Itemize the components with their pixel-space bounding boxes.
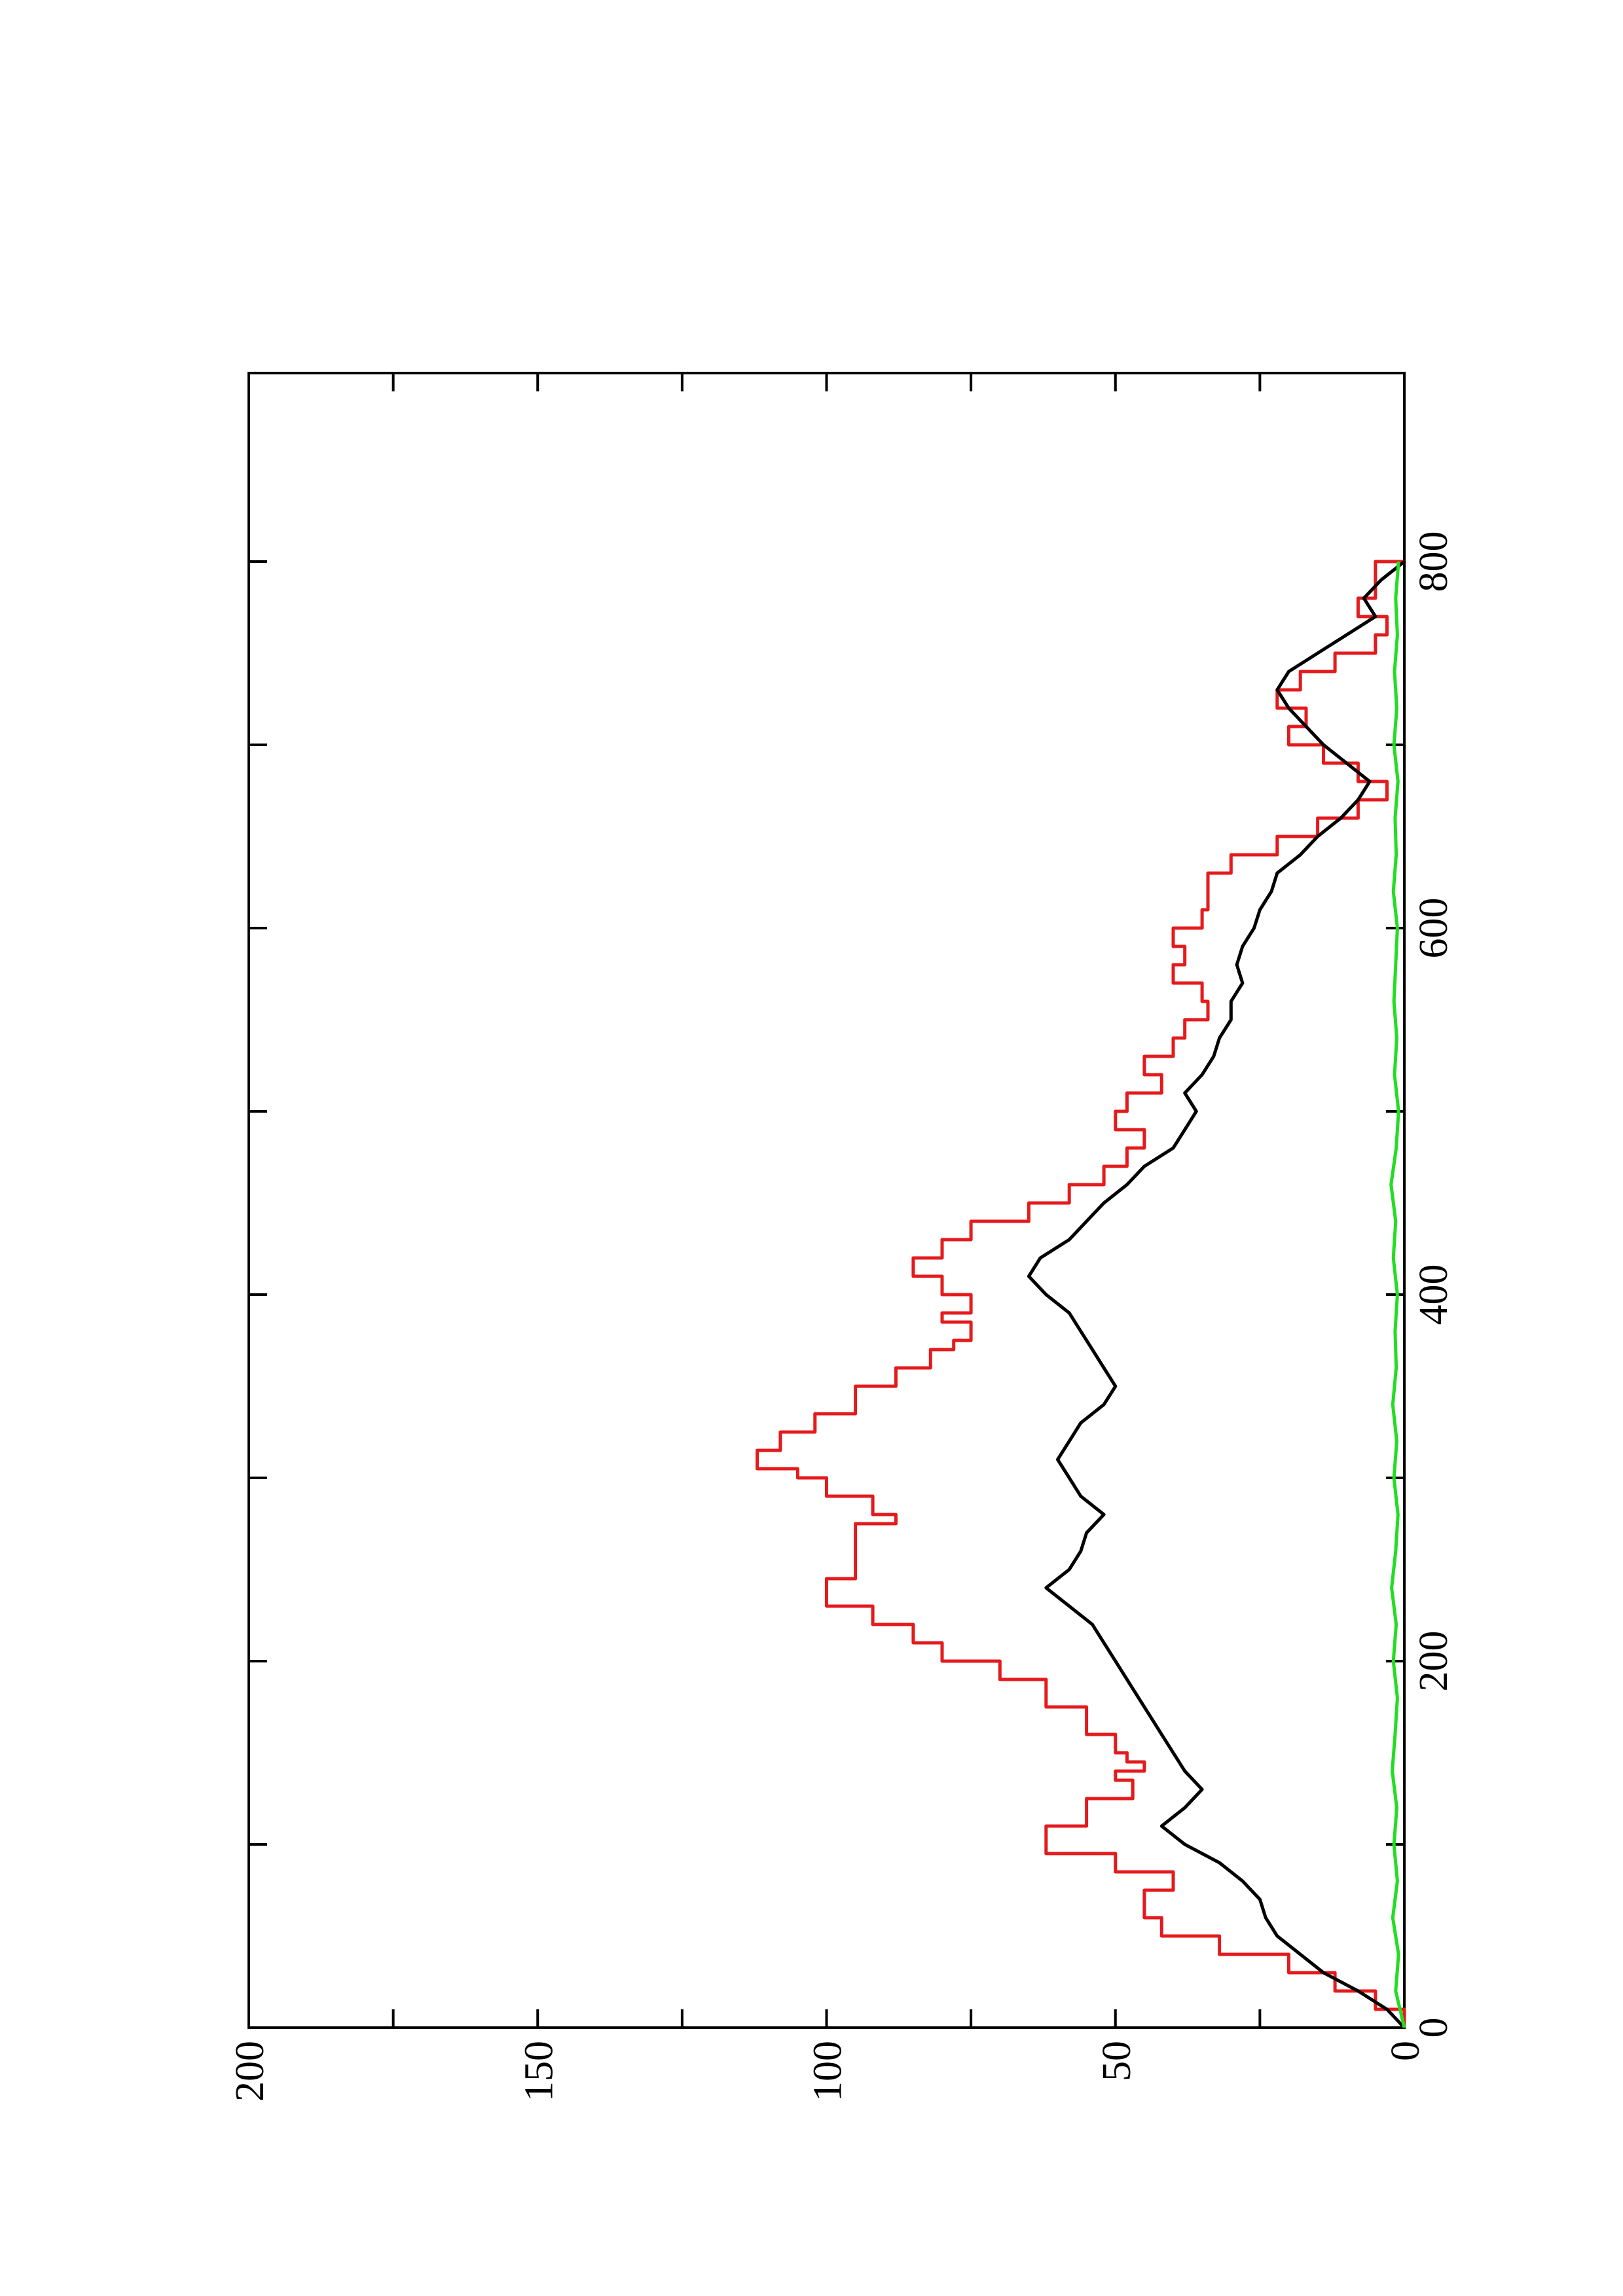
series-line-3 bbox=[1389, 561, 1406, 2028]
series-line-1 bbox=[756, 560, 1406, 2028]
y-tick-label: 100 bbox=[806, 2041, 850, 2102]
x-tick-label: 600 bbox=[1412, 898, 1456, 959]
y-tick-label: 0 bbox=[1383, 2041, 1428, 2061]
x-tick-label: 200 bbox=[1412, 1631, 1456, 1692]
y-tick-label: 200 bbox=[228, 2041, 272, 2102]
plot-area: 0 50 100 150 200 0 200 400 600 800 bbox=[228, 372, 1456, 2102]
x-tick-label: 0 bbox=[1412, 2018, 1456, 2038]
y-tick-label: 50 bbox=[1095, 2041, 1139, 2081]
series-line-2 bbox=[1027, 560, 1406, 2029]
plot-frame bbox=[247, 372, 1406, 2029]
x-tick-label: 800 bbox=[1412, 531, 1456, 592]
y-tick-label: 150 bbox=[517, 2041, 561, 2102]
x-tick-label: 400 bbox=[1412, 1265, 1456, 1325]
